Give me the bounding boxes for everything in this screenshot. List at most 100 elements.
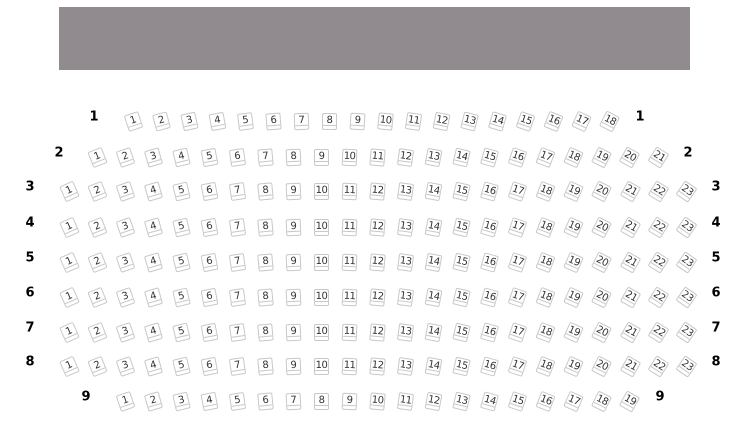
seat[interactable]: 10 — [369, 391, 386, 411]
seat[interactable]: 21 — [619, 179, 641, 203]
seat[interactable]: 4 — [208, 111, 227, 131]
seat[interactable]: 7 — [228, 252, 246, 272]
seat[interactable]: 15 — [515, 110, 536, 132]
seat[interactable]: 6 — [256, 391, 274, 411]
seat[interactable]: 12 — [369, 356, 386, 376]
seat[interactable]: 17 — [507, 321, 528, 343]
seat[interactable]: 9 — [341, 392, 358, 410]
seat[interactable]: 6 — [200, 322, 219, 342]
seat[interactable]: 9 — [285, 253, 302, 271]
seat[interactable]: 2 — [115, 146, 135, 168]
seat[interactable]: 22 — [647, 320, 669, 344]
seat[interactable]: 12 — [424, 391, 443, 411]
seat[interactable]: 6 — [228, 147, 246, 167]
seat[interactable]: 9 — [285, 288, 302, 306]
seat[interactable]: 7 — [293, 112, 310, 130]
seat[interactable]: 15 — [452, 322, 471, 342]
seat[interactable]: 10 — [313, 357, 329, 375]
seat[interactable]: 9 — [285, 182, 302, 200]
seat[interactable]: 17 — [507, 180, 528, 202]
seat[interactable]: 19 — [563, 180, 585, 202]
seat[interactable]: 18 — [535, 180, 556, 202]
seat[interactable]: 4 — [143, 321, 163, 343]
seat[interactable]: 22 — [647, 215, 669, 239]
seat[interactable]: 15 — [480, 146, 500, 168]
seat[interactable]: 12 — [396, 147, 415, 167]
seat[interactable]: 2 — [143, 390, 163, 412]
seat[interactable]: 13 — [452, 391, 471, 411]
seat[interactable]: 2 — [86, 286, 108, 308]
seat[interactable]: 9 — [285, 218, 302, 236]
seat[interactable]: 8 — [257, 252, 274, 272]
seat[interactable]: 23 — [675, 354, 698, 378]
seat[interactable]: 6 — [200, 217, 219, 237]
seat[interactable]: 7 — [285, 392, 302, 410]
seat[interactable]: 22 — [647, 250, 669, 274]
seat[interactable]: 11 — [341, 323, 358, 341]
seat[interactable]: 3 — [115, 251, 135, 273]
seat[interactable]: 15 — [452, 287, 471, 307]
seat[interactable]: 17 — [507, 251, 528, 273]
seat[interactable]: 15 — [507, 390, 528, 412]
seat[interactable]: 16 — [480, 251, 500, 273]
seat[interactable]: 1 — [58, 216, 80, 238]
seat[interactable]: 20 — [591, 180, 613, 202]
seat[interactable]: 12 — [369, 322, 386, 342]
seat[interactable]: 15 — [452, 356, 471, 376]
seat[interactable]: 22 — [647, 354, 669, 378]
seat[interactable]: 20 — [619, 145, 641, 169]
seat[interactable]: 21 — [619, 320, 641, 344]
seat[interactable]: 10 — [341, 148, 358, 166]
seat[interactable]: 18 — [535, 216, 556, 238]
seat[interactable]: 1 — [58, 355, 80, 377]
seat[interactable]: 15 — [452, 217, 471, 237]
seat[interactable]: 12 — [369, 287, 386, 307]
seat[interactable]: 4 — [143, 180, 163, 202]
seat[interactable]: 13 — [424, 147, 443, 167]
seat[interactable]: 8 — [321, 112, 337, 130]
seat[interactable]: 12 — [369, 181, 386, 201]
seat[interactable]: 5 — [171, 286, 191, 308]
seat[interactable]: 11 — [404, 111, 423, 131]
seat[interactable]: 19 — [619, 389, 641, 413]
seat[interactable]: 17 — [507, 355, 528, 377]
seat[interactable]: 18 — [563, 146, 585, 168]
seat[interactable]: 14 — [424, 181, 443, 201]
seat[interactable]: 16 — [480, 355, 500, 377]
seat[interactable]: 13 — [396, 217, 415, 237]
seat[interactable]: 3 — [115, 321, 135, 343]
seat[interactable]: 13 — [460, 110, 479, 132]
seat[interactable]: 11 — [341, 182, 358, 200]
seat[interactable]: 15 — [452, 181, 471, 201]
seat[interactable]: 4 — [200, 391, 219, 411]
seat[interactable]: 9 — [285, 323, 302, 341]
seat[interactable]: 20 — [591, 355, 613, 377]
seat[interactable]: 23 — [675, 285, 698, 309]
seat[interactable]: 17 — [507, 286, 528, 308]
seat[interactable]: 20 — [591, 216, 613, 238]
seat[interactable]: 7 — [228, 322, 246, 342]
seat[interactable]: 14 — [488, 110, 508, 132]
seat[interactable]: 12 — [432, 111, 451, 131]
seat[interactable]: 18 — [535, 251, 556, 273]
seat[interactable]: 1 — [58, 251, 80, 273]
seat[interactable]: 17 — [571, 110, 593, 132]
seat[interactable]: 16 — [480, 216, 500, 238]
seat[interactable]: 6 — [200, 252, 219, 272]
seat[interactable]: 6 — [200, 181, 219, 201]
seat[interactable]: 14 — [424, 322, 443, 342]
seat[interactable]: 12 — [369, 217, 386, 237]
seat[interactable]: 11 — [341, 218, 358, 236]
seat[interactable]: 13 — [396, 181, 415, 201]
seat[interactable]: 18 — [591, 390, 613, 412]
seat[interactable]: 11 — [341, 357, 358, 375]
seat[interactable]: 16 — [480, 180, 500, 202]
seat[interactable]: 16 — [480, 286, 500, 308]
seat[interactable]: 11 — [396, 391, 415, 411]
seat[interactable]: 19 — [563, 355, 585, 377]
seat[interactable]: 3 — [115, 355, 135, 377]
seat[interactable]: 9 — [313, 148, 329, 166]
seat[interactable]: 8 — [285, 148, 302, 166]
seat[interactable]: 23 — [675, 320, 698, 344]
seat[interactable]: 13 — [396, 322, 415, 342]
